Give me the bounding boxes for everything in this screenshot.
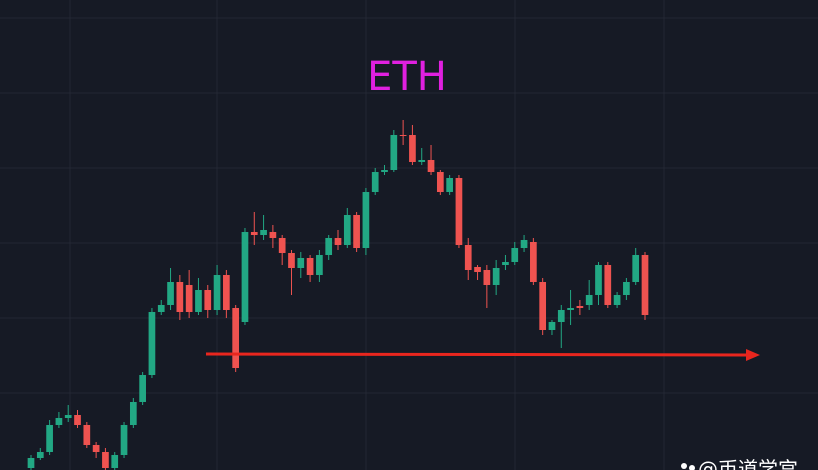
candle-body: [362, 192, 370, 248]
candle-body: [148, 312, 156, 375]
candle-body: [278, 238, 286, 253]
candle-body: [455, 178, 463, 245]
candle-body: [511, 248, 519, 262]
candle-body: [269, 232, 277, 238]
candle-body: [167, 282, 174, 305]
candle-body: [306, 258, 314, 275]
candle-body: [185, 285, 193, 312]
candle-body: [55, 418, 63, 425]
chart-title: ETH: [367, 54, 447, 100]
candle-body: [632, 255, 640, 282]
candle-body: [641, 255, 649, 315]
candle-body: [390, 135, 398, 170]
candle-body: [613, 295, 621, 305]
candle-body: [343, 215, 351, 245]
candle-body: [539, 282, 547, 330]
candle-body: [241, 232, 249, 322]
candle-body: [92, 445, 100, 452]
candle-body: [474, 267, 481, 272]
watermark: @币道学宫: [698, 457, 798, 470]
candle-body: [64, 415, 72, 418]
candle-body: [213, 275, 221, 310]
candle-body: [557, 310, 565, 322]
candle-body: [139, 375, 146, 402]
candle-body: [530, 242, 537, 282]
candle-body: [585, 295, 593, 305]
candle-body: [250, 232, 258, 235]
candle-body: [371, 172, 379, 192]
candle-body: [27, 458, 35, 468]
candle-body: [520, 240, 528, 248]
candle-body: [576, 306, 584, 308]
candle-body: [623, 282, 630, 295]
candles: [27, 120, 649, 470]
candle-body: [111, 455, 119, 468]
candle-body: [381, 170, 388, 172]
candle-body: [316, 255, 323, 275]
candle-body: [297, 258, 305, 268]
candle-body: [548, 322, 556, 330]
candle-body: [204, 290, 212, 310]
candle-body: [492, 268, 500, 285]
candle-body: [83, 425, 91, 445]
watermark-logo: [681, 463, 687, 469]
candle-body: [195, 290, 202, 312]
candle-body: [74, 415, 81, 425]
candle-body: [595, 265, 602, 295]
candle-body: [502, 262, 509, 265]
watermark-logo: [689, 465, 695, 470]
candle-body: [418, 160, 426, 162]
support-arrow: [205, 352, 749, 357]
candle-body: [483, 270, 491, 285]
candle-body: [325, 238, 333, 255]
candle-body: [36, 452, 44, 458]
candle-body: [232, 308, 240, 368]
candle-body: [353, 215, 360, 248]
candle-body: [334, 238, 342, 245]
candle-body: [102, 452, 109, 468]
candle-body: [427, 160, 435, 172]
candle-body: [129, 402, 137, 425]
candle-body: [260, 230, 267, 235]
candle-body: [399, 135, 407, 136]
arrow-head: [746, 349, 760, 361]
candle-body: [604, 265, 612, 305]
candle-body: [567, 308, 574, 310]
candle-body: [120, 425, 128, 455]
candle-body: [157, 305, 165, 312]
candle-body: [436, 172, 444, 192]
candle-body: [409, 135, 416, 162]
candle-body: [223, 275, 230, 310]
candle-body: [46, 425, 53, 452]
candle-body: [446, 178, 453, 192]
candle-body: [464, 245, 472, 270]
candle-body: [176, 282, 184, 312]
candle-body: [288, 253, 295, 268]
